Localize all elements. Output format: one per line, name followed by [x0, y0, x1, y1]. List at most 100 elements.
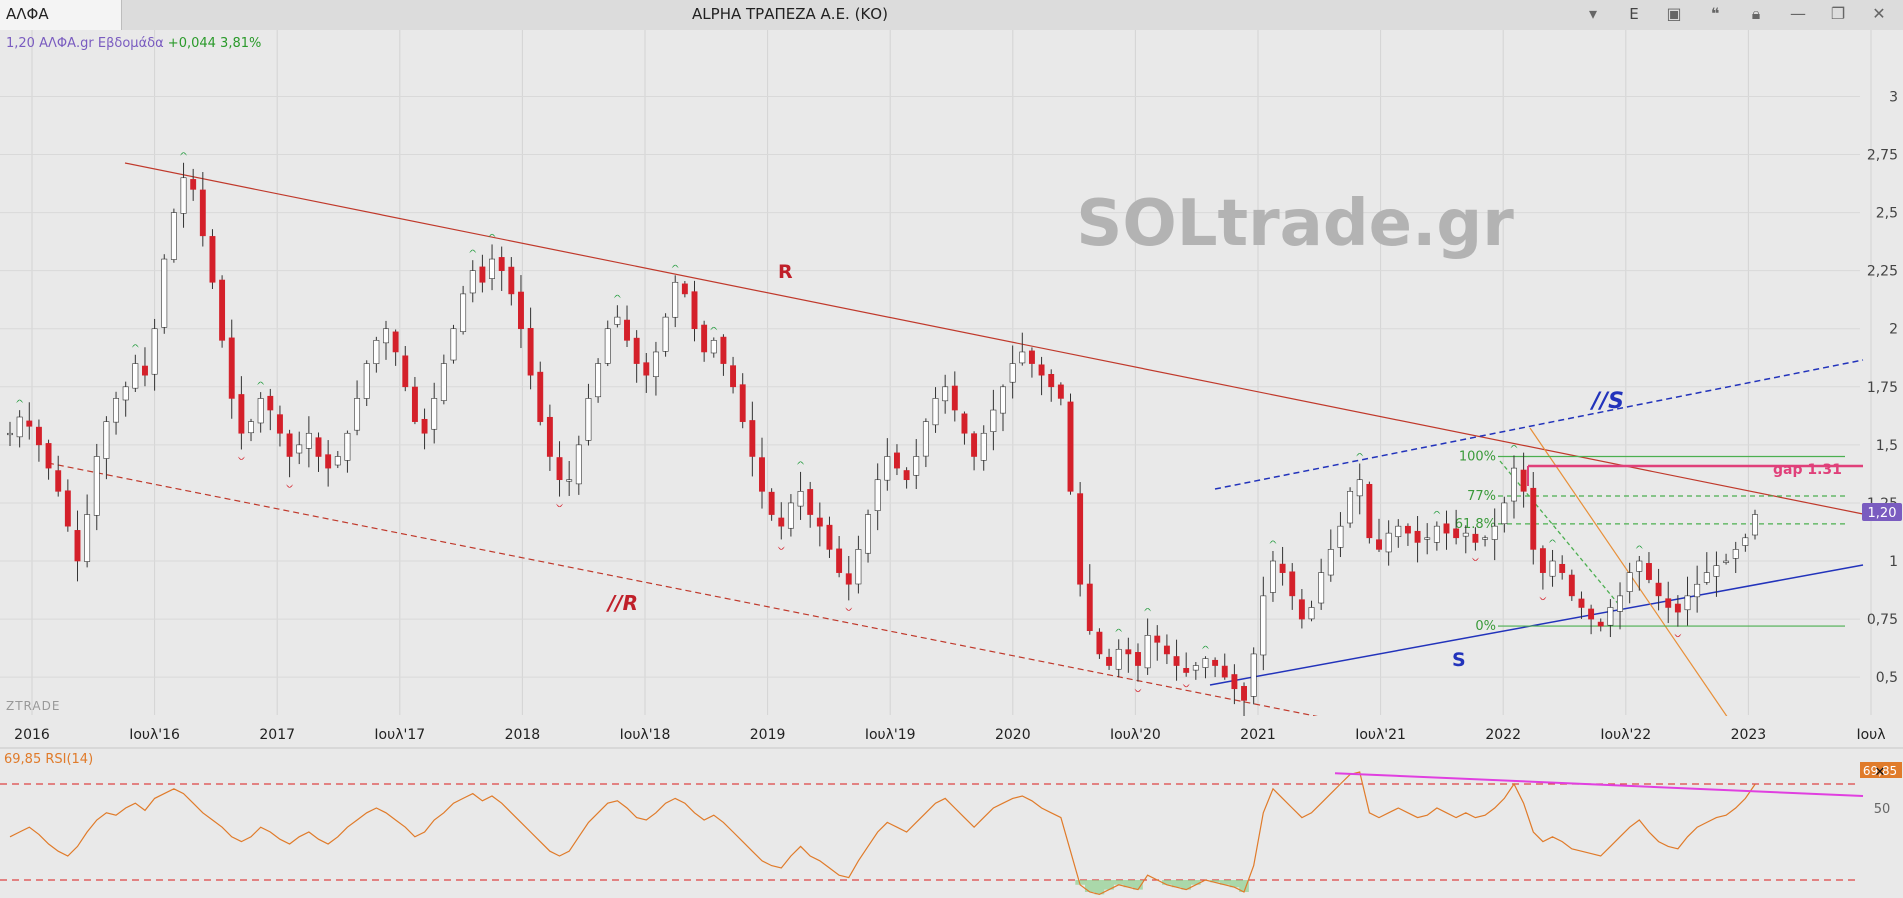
y-tick-label: 1,5	[1876, 438, 1898, 454]
header-price: 1,20	[6, 36, 35, 51]
candle-down	[826, 524, 833, 550]
window-title: ALPHA ΤΡΑΠΕΖΑ Α.Ε. (ΚΟ)	[692, 5, 888, 23]
language-button[interactable]: E	[1629, 5, 1639, 23]
candle-up	[1327, 549, 1334, 576]
candle-down	[228, 337, 235, 399]
candle-down	[739, 384, 746, 422]
candle-down	[903, 470, 910, 481]
candle-up	[913, 456, 920, 476]
candle-up	[980, 432, 987, 461]
candle-down	[1212, 659, 1219, 666]
candle-down	[537, 371, 544, 422]
candle-down	[479, 266, 486, 283]
header-period: Εβδομάδα	[98, 36, 164, 51]
swing-high-marker	[180, 152, 188, 156]
y-tick-label: 2,75	[1867, 148, 1898, 164]
horizontal-grid	[0, 95, 1860, 678]
candle-down	[55, 470, 62, 492]
support-parallel-line[interactable]	[1214, 359, 1864, 490]
minimize-icon[interactable]: —	[1790, 4, 1806, 23]
candle-up	[1433, 525, 1440, 543]
x-tick-label: 2017	[259, 727, 295, 743]
candle-down	[421, 418, 428, 434]
candle-down	[45, 443, 52, 469]
close-icon[interactable]: ✕	[1875, 765, 1886, 780]
candle-up	[248, 421, 254, 434]
candle-up	[1482, 537, 1489, 540]
candle-up	[1723, 560, 1730, 563]
y-tick-label: 0,5	[1876, 670, 1898, 686]
candle-up	[1462, 532, 1469, 537]
x-tick-label: 2020	[995, 727, 1031, 743]
candle-up	[865, 514, 871, 554]
candle-down	[720, 336, 727, 364]
rsi-line	[9, 771, 1756, 896]
x-tick-label: Ιουλ'21	[1355, 727, 1406, 743]
candle-down	[1453, 528, 1460, 539]
candle-up	[1019, 351, 1026, 364]
candle-down	[1443, 523, 1450, 534]
candle-down	[633, 337, 640, 364]
swing-high-marker	[16, 399, 24, 404]
candle-up	[1270, 560, 1276, 593]
candle-down	[1578, 598, 1585, 608]
candle-up	[855, 549, 862, 585]
candle-down	[74, 530, 81, 562]
resistance-line[interactable]	[124, 162, 1864, 515]
candle-down	[26, 420, 33, 427]
swing-low-marker	[1182, 683, 1190, 688]
candle-down	[1674, 603, 1681, 613]
chevron-down-icon[interactable]: ▾	[1588, 4, 1598, 23]
candle-up	[1607, 607, 1614, 626]
swing-low-marker	[777, 546, 785, 550]
candle-up	[16, 416, 23, 438]
comment-icon[interactable]: ❝	[1710, 4, 1720, 23]
candle-down	[190, 179, 197, 190]
support-line[interactable]	[1209, 564, 1864, 686]
candle-down	[267, 395, 274, 411]
candle-up	[1684, 595, 1691, 611]
y-tick-label: 2,25	[1867, 264, 1898, 280]
candle-up	[1260, 595, 1267, 656]
lock-icon[interactable]: 🔒︎	[1751, 4, 1761, 23]
candle-up	[575, 444, 582, 485]
y-tick-label: 0,75	[1867, 612, 1898, 628]
symbol-input[interactable]: ΑΛΦΑ	[0, 0, 122, 30]
close-icon[interactable]: ✕	[1872, 4, 1886, 23]
candle-up	[884, 456, 891, 481]
candle-down	[498, 257, 505, 271]
candle-down	[315, 437, 322, 457]
candle-down	[768, 491, 775, 515]
resistance-parallel-line[interactable]	[47, 462, 1326, 719]
candle-up	[1694, 583, 1701, 598]
candle-up	[1356, 479, 1363, 497]
candle-down	[276, 414, 283, 434]
candle-up	[1308, 607, 1315, 620]
swing-high-marker	[1115, 628, 1123, 633]
candle-down	[238, 394, 245, 434]
fibonacci-levels: 100% 77% 61.8% 0%	[1455, 449, 1845, 634]
candle-down	[971, 433, 978, 457]
restore-icon[interactable]: ❐	[1830, 4, 1846, 23]
candle-down	[1125, 649, 1132, 655]
chart-area[interactable]: SOLtrade.gr ZTRADE 100%77%61.8%0% R //R …	[0, 30, 1903, 898]
candle-up	[1752, 514, 1758, 536]
swing-high-marker	[1510, 444, 1518, 449]
rsi-trend-line[interactable]	[1334, 772, 1864, 797]
candle-down	[1077, 493, 1084, 585]
panel-icon[interactable]: ▣	[1666, 4, 1682, 23]
candle-up	[1549, 560, 1556, 577]
header-change-pct: 3,81%	[220, 36, 261, 51]
candle-up	[161, 258, 168, 328]
candle-up	[93, 456, 100, 516]
candle-up	[363, 363, 370, 399]
candle-up	[604, 328, 611, 364]
swing-low-marker	[1134, 688, 1142, 693]
fib-trend-line[interactable]	[1499, 460, 1626, 613]
candle-up	[180, 177, 187, 214]
x-tick-label: 2019	[750, 727, 786, 743]
candle-up	[1385, 532, 1392, 553]
x-tick-label: 2022	[1485, 727, 1521, 743]
candle-up	[1202, 658, 1209, 668]
candle-down	[1298, 599, 1305, 620]
